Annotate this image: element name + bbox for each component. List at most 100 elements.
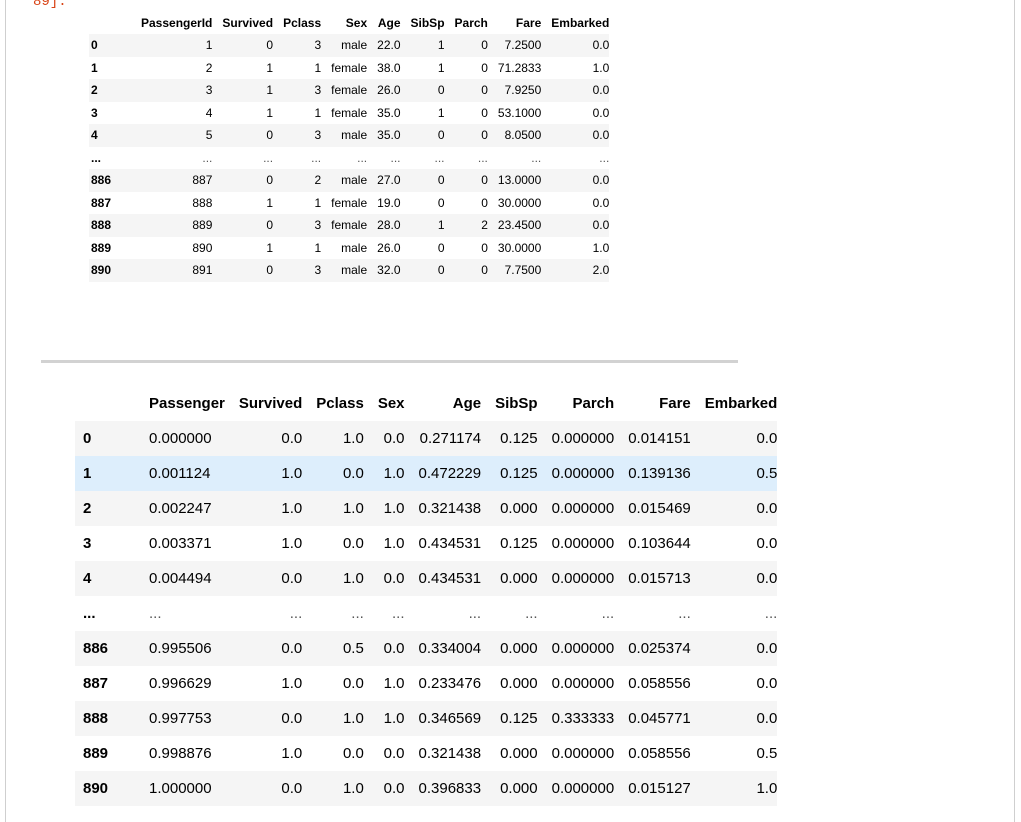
row-index: 888 (83, 710, 109, 727)
row-index: 890 (83, 780, 109, 797)
table-cell: ... (525, 605, 538, 622)
column-header: SibSp (495, 394, 538, 412)
table-cell: 0.000000 (551, 780, 615, 797)
row-index: 0 (83, 430, 92, 447)
table-cell: 0.025374 (628, 640, 691, 657)
table-cell: 3 (314, 218, 322, 233)
table-cell: 0.0 (383, 640, 405, 657)
table-cell: 71.2833 (497, 60, 542, 75)
table-cell: 2.0 (592, 263, 610, 278)
table-cell: 0.014151 (628, 430, 691, 447)
table-cell: 1 (266, 240, 274, 255)
table-cell: 888 (192, 195, 213, 210)
table-cell: 0.000000 (149, 430, 212, 447)
table-cell: 0.0 (592, 38, 610, 53)
table-cell: 1.000000 (149, 780, 212, 797)
table-cell: 0.0 (383, 570, 405, 587)
table-cell: 0.015469 (628, 500, 691, 517)
table-cell: 0.000000 (551, 675, 615, 692)
column-header: Embarked (704, 394, 778, 412)
table-cell: 0.000 (500, 780, 538, 797)
table-cell: 0.0 (281, 570, 303, 587)
table-cell: 1.0 (592, 60, 610, 75)
table-cell: 53.1000 (497, 105, 542, 120)
table-cell: 1.0 (383, 535, 405, 552)
table-cell: 0 (266, 263, 274, 278)
table-cell: female (331, 60, 368, 75)
table-cell: ... (390, 150, 401, 165)
output-prompt: 89]: (33, 0, 67, 10)
table-cell: ... (434, 150, 445, 165)
table-cell: 0.000 (500, 500, 538, 517)
row-index: 4 (83, 570, 92, 587)
column-header: Sex (377, 394, 405, 412)
table-cell: ... (468, 605, 482, 622)
table-cell: 1 (437, 105, 445, 120)
table-cell: 0 (481, 173, 488, 188)
table-cell: 0.0 (281, 780, 303, 797)
index-header (75, 385, 135, 421)
scroll-divider (41, 360, 738, 363)
table-cell: ... (477, 150, 488, 165)
table-cell: 1.0 (342, 710, 364, 727)
table-row: 0 1 0 3 male 22.0 1 0 7.2500 0.0 (89, 34, 610, 57)
table-cell: 0.000000 (551, 535, 615, 552)
table-cell: 1.0 (383, 465, 405, 482)
table-cell: 0.271174 (419, 430, 482, 447)
table-cell: ... (357, 150, 368, 165)
column-header: Embarked (551, 16, 610, 30)
column-header: Age (377, 16, 401, 30)
table-cell: 1.0 (383, 710, 405, 727)
table-cell: 1 (205, 38, 213, 53)
table-cell: 0.125 (500, 430, 538, 447)
table-cell: 26.0 (377, 83, 401, 98)
table-cell: 5 (205, 128, 213, 143)
table-cell: 0.434531 (418, 535, 482, 552)
column-header: Fare (659, 394, 691, 412)
table-cell: 1.0 (592, 240, 610, 255)
column-header: Pclass (283, 16, 322, 30)
table-cell: 0 (481, 128, 488, 143)
row-index: 2 (83, 500, 92, 517)
table-cell: 0.0 (756, 570, 778, 587)
table-cell: 0 (266, 38, 274, 53)
table-cell: ... (289, 605, 303, 622)
table-cell: 1.0 (383, 500, 405, 517)
table-cell: 1 (437, 38, 445, 53)
table-cell: 891 (192, 263, 213, 278)
table-cell: 0.472229 (418, 465, 482, 482)
column-header: Pclass (316, 394, 364, 412)
table-cell: 0.396833 (418, 780, 482, 797)
column-header: Passenger (149, 394, 225, 412)
table-cell: 7.9250 (504, 83, 542, 98)
table-cell: 1.0 (281, 675, 303, 692)
table-cell: 0.997753 (149, 710, 212, 727)
table-cell: 1.0 (383, 675, 405, 692)
table-cell: 0.995506 (149, 640, 212, 657)
table-cell: 0.996629 (149, 675, 212, 692)
table-cell: 0.0 (342, 465, 364, 482)
table-cell: female (331, 218, 368, 233)
table-cell: 0.058556 (628, 675, 691, 692)
table-cell: 28.0 (377, 218, 401, 233)
table-cell: 0.058556 (628, 745, 691, 762)
table-cell: 0 (481, 105, 488, 120)
table-cell: 0.000 (500, 675, 538, 692)
table-cell: 0.000000 (551, 430, 615, 447)
table-cell: 1.0 (281, 745, 303, 762)
table-cell: 0 (437, 128, 445, 143)
table-cell: 0.0 (592, 83, 610, 98)
table-cell: ... (311, 150, 322, 165)
table-cell: 8.0500 (504, 128, 542, 143)
table-cell: 1.0 (342, 500, 364, 517)
table-cell: 0.434531 (418, 570, 482, 587)
table-row: 889 0.998876 1.0 0.0 0.0 0.321438 0.000 0.00000… (75, 736, 777, 771)
row-index: 887 (83, 675, 109, 692)
table-cell: 1 (314, 60, 322, 75)
table-cell: 2 (481, 218, 488, 233)
row-index: 3 (91, 105, 98, 120)
row-index: 3 (83, 535, 92, 552)
table-cell: 0 (481, 83, 488, 98)
row-index: 888 (91, 218, 112, 233)
table-cell: 23.4500 (497, 218, 542, 233)
